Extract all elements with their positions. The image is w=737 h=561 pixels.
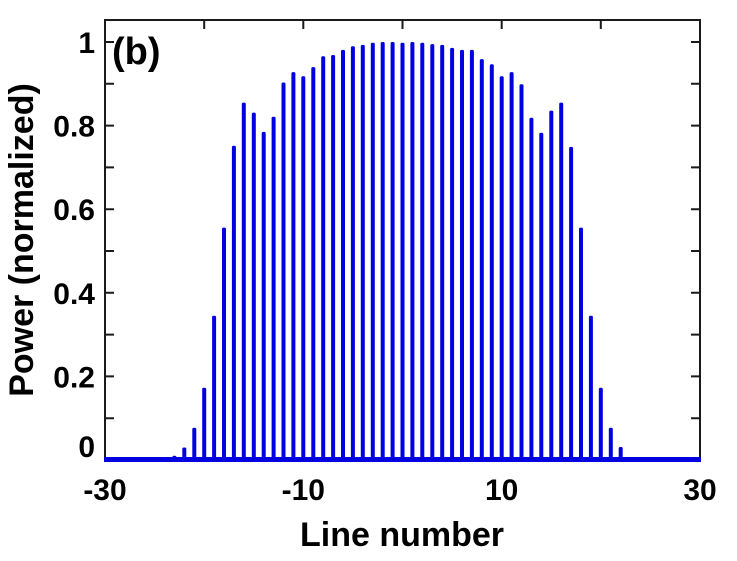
stem-bar <box>489 64 494 459</box>
stem-bar <box>231 145 236 459</box>
stem-bar <box>529 117 534 459</box>
stem-bar <box>321 56 326 459</box>
stem-bar <box>598 387 603 459</box>
y-tick-label: 0.8 <box>53 111 95 144</box>
stem-bar <box>311 67 316 459</box>
stem-bar <box>301 76 306 460</box>
stem-bar <box>579 227 583 459</box>
x-axis-label: Line number <box>300 516 504 554</box>
stem-bar <box>341 49 345 460</box>
panel-label: (b) <box>112 31 161 73</box>
stem-bar <box>360 44 365 460</box>
stem-bar <box>400 42 405 460</box>
axis-ticks <box>104 21 701 420</box>
stem-bar <box>430 44 435 459</box>
stem-bar <box>519 84 524 459</box>
y-tick-label: 1 <box>78 27 95 60</box>
y-axis-label: Power (normalized) <box>3 83 41 397</box>
stem-bar <box>410 42 415 459</box>
stem-bar <box>212 315 217 459</box>
stem-bar <box>331 55 336 459</box>
stem-bar <box>469 49 474 460</box>
stem-bar <box>588 315 593 459</box>
stem-bar <box>192 427 197 459</box>
stem-bar <box>460 49 464 460</box>
stem-bar <box>202 387 207 459</box>
stem-bar <box>291 72 296 459</box>
stem-bar <box>559 102 564 459</box>
stem-bar <box>251 112 256 459</box>
tick-marks <box>104 21 701 420</box>
stem-bar <box>549 110 554 459</box>
x-tick-label: -10 <box>282 474 325 507</box>
stem-bar <box>350 46 355 459</box>
stem-bar <box>618 447 623 459</box>
stem-bar <box>450 47 455 460</box>
stem-bar <box>380 42 385 459</box>
stem-bar <box>499 76 504 460</box>
stem-bar <box>440 44 445 460</box>
stem-bar <box>182 447 187 459</box>
y-tick-label: 0.6 <box>53 194 95 227</box>
stem-bar <box>261 131 266 459</box>
y-tick-label: 0 <box>78 431 95 464</box>
stem-bar <box>479 59 484 459</box>
stem-bar <box>222 227 226 459</box>
y-tick-label: 0.2 <box>53 361 95 394</box>
stem-baseline <box>104 457 701 462</box>
stem-bars <box>104 42 701 462</box>
x-tick-label: -30 <box>83 474 126 507</box>
stem-bar <box>271 116 276 460</box>
stem-bar <box>539 132 544 459</box>
stem-bar <box>509 72 514 459</box>
stem-bar <box>569 146 574 459</box>
x-tick-label: 10 <box>485 474 518 507</box>
stem-bar <box>390 42 395 459</box>
stem-bar <box>420 42 425 460</box>
x-tick-label: 30 <box>683 474 716 507</box>
y-tick-label: 0.4 <box>53 278 95 311</box>
stem-bar <box>241 102 246 459</box>
stem-bar <box>608 427 613 459</box>
tick-labels: -30 -10 10 30 0 0.2 0.4 0.6 0.8 1 <box>53 27 716 507</box>
stem-bar <box>370 42 375 460</box>
stem-bar <box>281 82 286 459</box>
